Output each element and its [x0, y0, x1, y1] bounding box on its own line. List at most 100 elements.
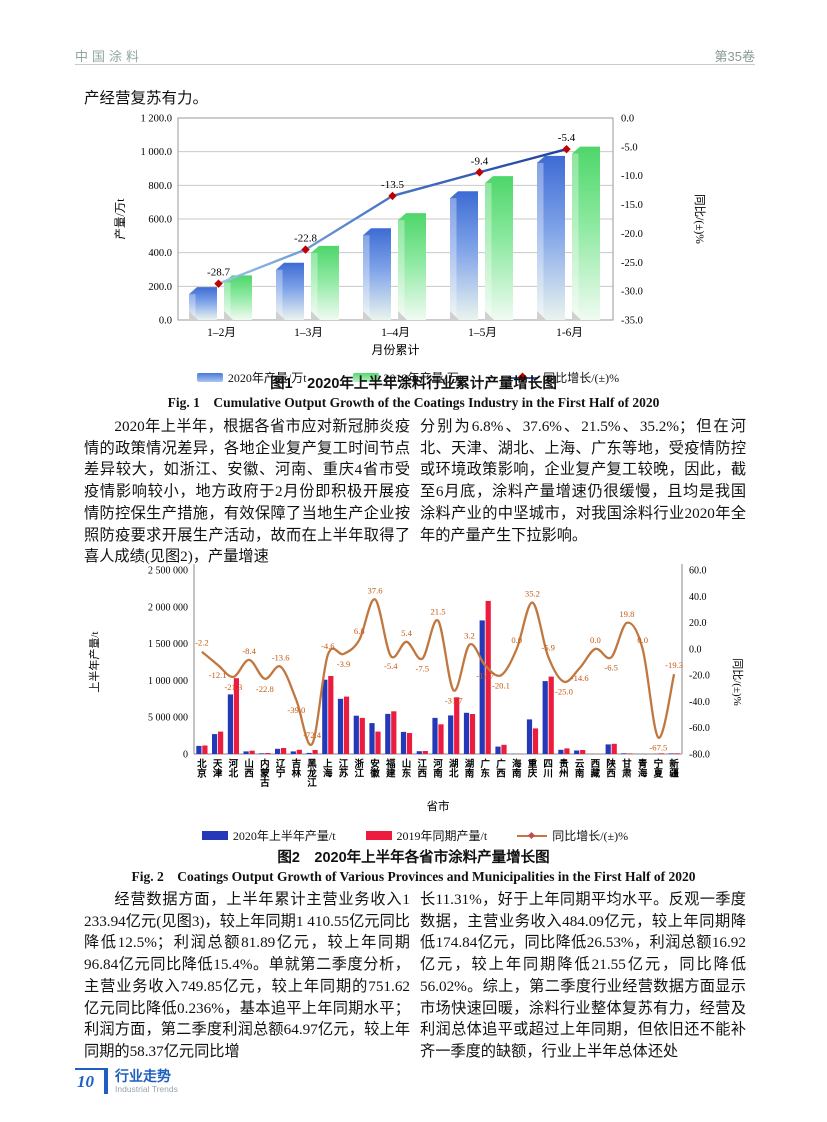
svg-text:5.4: 5.4: [401, 628, 412, 638]
svg-text:-31.7: -31.7: [445, 696, 464, 706]
fig2-bar-group: [542, 676, 554, 754]
fig2-bar-group: [621, 753, 633, 754]
fig2-bar-group: [558, 748, 570, 754]
svg-text:浙江: 浙江: [355, 758, 365, 780]
intro-text: 产经营复苏有力。: [84, 90, 209, 107]
svg-text:0.0: 0.0: [621, 114, 634, 125]
svg-text:甘肃: 甘肃: [622, 758, 632, 780]
svg-text:-39.0: -39.0: [287, 705, 305, 715]
page-header: 中国涂料 第35卷: [75, 46, 755, 65]
svg-text:1 000.0: 1 000.0: [141, 147, 173, 158]
paragraph-1-right: 分别为6.8%、37.6%、21.5%、35.2%；但在河北、天津、湖北、上海、…: [420, 418, 746, 544]
svg-text:云南: 云南: [575, 759, 585, 780]
svg-text:湖南: 湖南: [465, 758, 475, 780]
svg-text:-15.0: -15.0: [621, 200, 643, 211]
svg-text:江西: 江西: [418, 758, 428, 780]
svg-text:-8.4: -8.4: [242, 646, 256, 656]
svg-text:600.0: 600.0: [148, 215, 172, 226]
svg-text:省市: 省市: [427, 799, 450, 813]
svg-text:0.0: 0.0: [689, 644, 702, 655]
svg-text:-2.2: -2.2: [195, 638, 209, 648]
svg-text:山西: 山西: [244, 758, 254, 780]
svg-text:1–3月: 1–3月: [294, 327, 323, 339]
svg-text:-22.8: -22.8: [256, 684, 274, 694]
svg-text:-5.4: -5.4: [384, 661, 398, 671]
svg-text:-20.0: -20.0: [621, 229, 643, 240]
svg-text:四川: 四川: [542, 759, 553, 780]
svg-text:-21.3: -21.3: [224, 682, 242, 692]
fig1-legend-2020: 2020年产量/万t: [196, 369, 307, 386]
svg-text:-4.6: -4.6: [321, 641, 335, 651]
svg-text:800.0: 800.0: [148, 181, 172, 192]
svg-text:宁夏: 宁夏: [653, 758, 664, 780]
svg-text:1–5月: 1–5月: [468, 327, 497, 339]
fig2-bar-group: [400, 731, 413, 754]
journal-title: 中国涂料: [75, 49, 144, 64]
svg-text:吉林: 吉林: [292, 758, 302, 780]
svg-text:0.0: 0.0: [590, 635, 601, 645]
svg-text:40.0: 40.0: [689, 592, 707, 603]
fig1-chart: 1 200.0 1 000.0 800.0 600.0 400.0 200.0 0.0 0.0…: [113, 114, 706, 358]
svg-text:-10.0: -10.0: [621, 171, 643, 182]
svg-text:60.0: 60.0: [689, 566, 707, 577]
svg-text:-40.0: -40.0: [689, 697, 710, 708]
svg-text:37.6: 37.6: [368, 585, 384, 595]
svg-text:19.8: 19.8: [619, 609, 634, 619]
svg-text:青海: 青海: [638, 758, 648, 780]
svg-text:1-6月: 1-6月: [556, 327, 583, 339]
blue-bar-swatch-icon: [196, 373, 223, 382]
svg-text:新疆: 新疆: [669, 758, 679, 780]
fig1-legend-2019: 2019年产量/万t: [352, 369, 463, 386]
svg-text:5 000 000: 5 000 000: [148, 713, 188, 724]
svg-text:-5.0: -5.0: [621, 142, 638, 153]
svg-text:-7.5: -7.5: [415, 664, 429, 674]
svg-text:上半年产量/t: 上半年产量/t: [87, 631, 101, 692]
svg-text:上海: 上海: [323, 758, 333, 780]
svg-text:20.0: 20.0: [689, 618, 707, 629]
svg-text:-6.5: -6.5: [604, 662, 618, 672]
fig2-bar-group: [322, 676, 334, 754]
orange-line-marker-icon: [517, 831, 548, 841]
svg-text:-5.9: -5.9: [541, 643, 555, 653]
fig1-caption-cn: 图1 2020年上半年涂料行业累计产量增长图: [270, 376, 557, 392]
svg-text:6.8: 6.8: [354, 626, 365, 636]
fig2-bar-group: [479, 600, 491, 754]
fig2-legend-2020: 2020年上半年产量/t: [201, 827, 336, 844]
svg-text:-13.5: -13.5: [381, 179, 404, 191]
svg-text:0.0: 0.0: [159, 316, 172, 327]
fig1-legend-label-growth: 同比增长/(±)%: [543, 371, 620, 385]
svg-text:-35.0: -35.0: [621, 316, 643, 327]
fig2-caption-en: Fig. 2 Coatings Output Growth of Various…: [131, 869, 696, 884]
fig2-bar-group: [243, 750, 255, 754]
fig2-legend-label-growth: 同比增长/(±)%: [552, 829, 629, 843]
svg-text:天津: 天津: [213, 759, 223, 780]
svg-text:广东: 广东: [480, 758, 490, 780]
fig1-caption-en: Fig. 1 Cumulative Output Growth of the C…: [167, 395, 660, 410]
svg-text:贵州: 贵州: [558, 758, 569, 780]
svg-text:0: 0: [183, 750, 188, 761]
svg-text:江苏: 江苏: [339, 758, 349, 780]
svg-text:陕西: 陕西: [606, 758, 616, 780]
fig2-bar-group: [652, 753, 664, 754]
fig2-bar-group: [306, 750, 318, 754]
fig1-legend-label-2020: 2020年产量/万t: [227, 371, 307, 385]
svg-text:-25.0: -25.0: [621, 258, 643, 269]
fig2-legend-growth: 同比增长/(±)%: [517, 827, 628, 844]
figure-2: 2 500 000 2 000 000 1 500 000 1 000 000 5 00…: [82, 556, 748, 844]
svg-text:1 200.0: 1 200.0: [141, 114, 173, 125]
figure-1: 1 200.0 1 000.0 800.0 600.0 400.0 200.0 0.0 0.0…: [108, 106, 708, 386]
fig2-legend: 2020年上半年产量/t 2019年同期产量/t 同比增长/(±)%: [82, 827, 748, 844]
fig2-bar-group: [212, 731, 224, 754]
svg-text:同比/(±)%: 同比/(±)%: [693, 194, 706, 244]
fig2-bar-group: [416, 751, 428, 754]
svg-text:-13.6: -13.6: [272, 653, 291, 663]
fig1-legend-label-2019: 2019年产量/万t: [383, 371, 463, 385]
fig1-bar-group: [537, 146, 600, 320]
svg-text:1 500 000: 1 500 000: [148, 639, 188, 650]
svg-text:-5.4: -5.4: [558, 132, 576, 144]
fig2-chart: 2 500 000 2 000 000 1 500 000 1 000 000 5 00…: [87, 564, 744, 813]
svg-text:21.5: 21.5: [430, 607, 445, 617]
fig2-bar-group: [605, 743, 617, 754]
svg-text:福建: 福建: [385, 758, 396, 780]
svg-text:安徽: 安徽: [369, 758, 380, 780]
